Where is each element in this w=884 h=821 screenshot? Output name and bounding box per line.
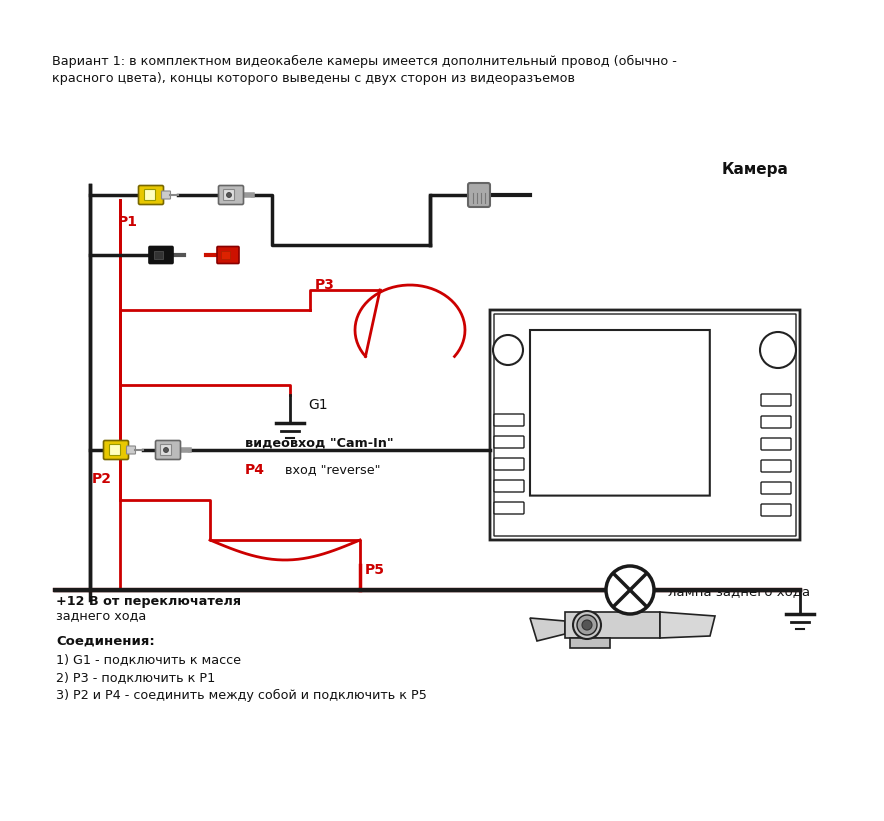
Text: P1: P1 xyxy=(118,215,138,229)
Circle shape xyxy=(760,332,796,368)
Text: вход "reverse": вход "reverse" xyxy=(285,463,380,476)
FancyBboxPatch shape xyxy=(110,444,120,456)
Text: P3: P3 xyxy=(315,278,335,292)
Text: Вариант 1: в комплектном видеокабеле камеры имеется дополнительный провод (обычн: Вариант 1: в комплектном видеокабеле кам… xyxy=(52,55,677,68)
Circle shape xyxy=(226,192,232,198)
FancyBboxPatch shape xyxy=(139,186,164,204)
Circle shape xyxy=(582,620,592,630)
FancyBboxPatch shape xyxy=(761,482,791,494)
Text: красного цвета), концы которого выведены с двух сторон из видеоразъемов: красного цвета), концы которого выведены… xyxy=(52,72,575,85)
Text: G1: G1 xyxy=(308,398,328,412)
Text: видеовход "Cam-In": видеовход "Cam-In" xyxy=(245,437,393,450)
Text: Соединения:: Соединения: xyxy=(56,635,155,648)
FancyBboxPatch shape xyxy=(221,251,230,259)
FancyBboxPatch shape xyxy=(217,246,239,264)
FancyBboxPatch shape xyxy=(494,436,524,448)
Circle shape xyxy=(493,335,523,365)
FancyBboxPatch shape xyxy=(224,190,234,200)
Polygon shape xyxy=(660,612,715,638)
Text: 3) P2 и P4 - соединить между собой и подключить к P5: 3) P2 и P4 - соединить между собой и под… xyxy=(56,689,427,702)
FancyBboxPatch shape xyxy=(761,394,791,406)
FancyBboxPatch shape xyxy=(761,504,791,516)
FancyBboxPatch shape xyxy=(161,444,171,456)
Circle shape xyxy=(606,566,654,614)
FancyBboxPatch shape xyxy=(490,310,800,540)
FancyBboxPatch shape xyxy=(144,190,156,200)
Text: +12 В от переключателя: +12 В от переключателя xyxy=(56,595,241,608)
FancyBboxPatch shape xyxy=(149,246,173,264)
Polygon shape xyxy=(570,638,610,648)
Text: лампа заднего хода: лампа заднего хода xyxy=(668,585,810,599)
FancyBboxPatch shape xyxy=(156,441,180,460)
FancyBboxPatch shape xyxy=(494,458,524,470)
Text: Магнитола: Магнитола xyxy=(575,406,664,420)
Text: 1) G1 - подключить к массе: 1) G1 - подключить к массе xyxy=(56,653,241,666)
FancyBboxPatch shape xyxy=(761,460,791,472)
Text: 2) P3 - подключить к P1: 2) P3 - подключить к P1 xyxy=(56,671,215,684)
FancyBboxPatch shape xyxy=(162,191,171,199)
FancyBboxPatch shape xyxy=(494,414,524,426)
FancyBboxPatch shape xyxy=(494,502,524,514)
FancyBboxPatch shape xyxy=(154,251,163,259)
Circle shape xyxy=(164,447,169,452)
FancyBboxPatch shape xyxy=(761,438,791,450)
FancyBboxPatch shape xyxy=(218,186,243,204)
Circle shape xyxy=(577,615,597,635)
FancyBboxPatch shape xyxy=(468,183,490,207)
Text: P4: P4 xyxy=(245,463,265,477)
Text: P2: P2 xyxy=(92,472,112,486)
FancyBboxPatch shape xyxy=(761,416,791,428)
FancyBboxPatch shape xyxy=(530,330,710,496)
Text: P5: P5 xyxy=(365,563,385,577)
Polygon shape xyxy=(530,618,565,641)
Text: заднего хода: заднего хода xyxy=(56,609,146,622)
FancyBboxPatch shape xyxy=(494,480,524,492)
FancyBboxPatch shape xyxy=(126,446,135,454)
Circle shape xyxy=(573,611,601,639)
Text: Камера: Камера xyxy=(721,162,789,177)
Polygon shape xyxy=(565,612,660,638)
FancyBboxPatch shape xyxy=(103,441,128,460)
